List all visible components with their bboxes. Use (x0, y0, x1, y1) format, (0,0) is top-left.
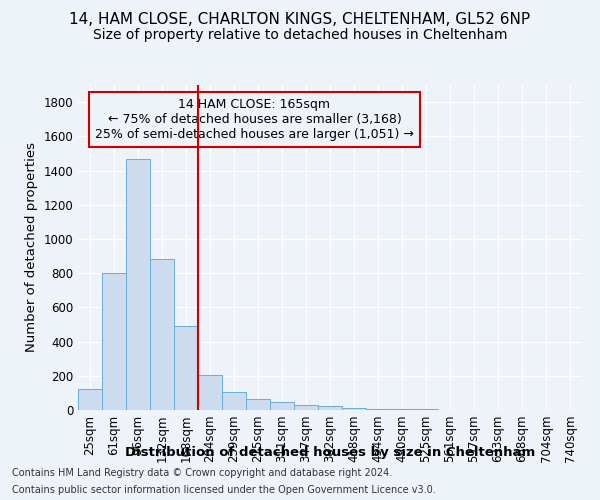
Bar (294, 404, 318, 410)
Bar (366, 408, 390, 410)
Y-axis label: Number of detached properties: Number of detached properties (25, 142, 38, 352)
Bar (222, 392, 246, 410)
Bar (246, 399, 270, 410)
Text: Size of property relative to detached houses in Cheltenham: Size of property relative to detached ho… (93, 28, 507, 42)
Bar (126, 158, 150, 410)
Bar (102, 273, 126, 410)
Bar (342, 408, 366, 410)
Bar (198, 375, 222, 410)
Bar (150, 258, 174, 410)
Bar (174, 326, 198, 410)
Bar (318, 406, 342, 410)
Text: 14, HAM CLOSE, CHARLTON KINGS, CHELTENHAM, GL52 6NP: 14, HAM CLOSE, CHARLTON KINGS, CHELTENHA… (70, 12, 530, 28)
Bar (78, 388, 102, 410)
Bar (270, 402, 294, 410)
Text: 14 HAM CLOSE: 165sqm
← 75% of detached houses are smaller (3,168)
25% of semi-de: 14 HAM CLOSE: 165sqm ← 75% of detached h… (95, 98, 414, 141)
Text: Distribution of detached houses by size in Cheltenham: Distribution of detached houses by size … (125, 446, 535, 459)
Text: Contains HM Land Registry data © Crown copyright and database right 2024.: Contains HM Land Registry data © Crown c… (12, 468, 392, 477)
Text: Contains public sector information licensed under the Open Government Licence v3: Contains public sector information licen… (12, 485, 436, 495)
